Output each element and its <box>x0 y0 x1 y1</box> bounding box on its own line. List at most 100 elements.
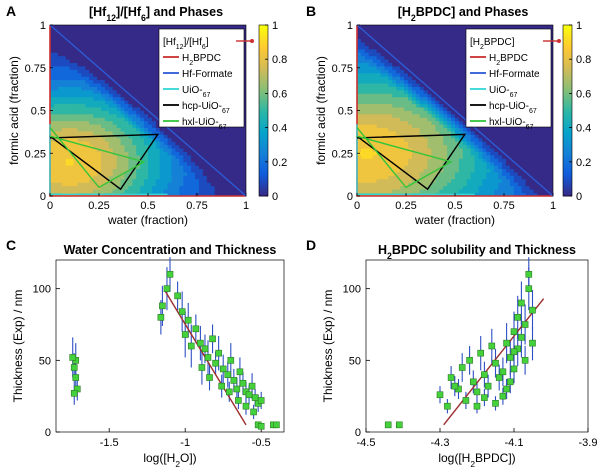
heatmap-cell <box>419 131 425 135</box>
heatmap-cell <box>521 185 526 190</box>
heatmap-cell <box>120 127 125 132</box>
heatmap-cell <box>61 178 67 183</box>
colorbar-cell <box>563 42 572 46</box>
heatmap-cell <box>517 175 523 180</box>
heatmap-cell <box>407 110 413 115</box>
heatmap-cell <box>73 158 78 163</box>
heatmap-cell <box>368 172 374 176</box>
heatmap-cell <box>451 127 456 132</box>
heatmap-cell <box>104 100 110 105</box>
heatmap-cell <box>104 175 110 180</box>
heatmap-cell <box>81 100 86 105</box>
heatmap-cell <box>81 66 86 70</box>
heatmap-cell <box>431 93 436 98</box>
heatmap-cell <box>470 182 475 187</box>
heatmap-cell <box>50 96 55 101</box>
heatmap-cell <box>388 103 393 108</box>
heatmap-cell <box>206 178 212 183</box>
heatmap-cell <box>57 189 63 193</box>
heatmap-cell <box>155 175 161 180</box>
data-point <box>525 271 533 278</box>
heatmap-cell <box>360 113 366 118</box>
heatmap-cell <box>53 72 59 77</box>
heatmap-cell <box>360 141 366 146</box>
heatmap-cell <box>443 168 448 173</box>
heatmap-cell <box>357 35 362 40</box>
heatmap-cell <box>384 182 389 187</box>
heatmap-cell <box>148 131 153 135</box>
heatmap-cell <box>108 185 114 190</box>
data-point <box>218 382 225 390</box>
heatmap-cell <box>136 189 141 193</box>
heatmap-cell <box>360 134 366 139</box>
heatmap-cell <box>159 131 165 135</box>
heatmap-cell <box>404 72 409 77</box>
heatmap-cell <box>155 172 161 176</box>
heatmap-cell <box>57 96 63 101</box>
heatmap-cell <box>69 189 74 193</box>
heatmap-cell <box>396 89 401 94</box>
heatmap-cell <box>458 182 464 187</box>
heatmap-cell <box>404 158 409 163</box>
data-point <box>469 378 477 386</box>
phase-line-hxl-uio-67 <box>49 127 146 189</box>
heatmap-cell <box>73 165 78 170</box>
heatmap-cell <box>81 182 86 187</box>
heatmap-cell <box>427 178 432 183</box>
heatmap-cell <box>187 192 192 197</box>
heatmap-cell <box>81 83 86 87</box>
heatmap-cell <box>470 161 475 166</box>
heatmap-cell <box>376 137 381 142</box>
heatmap-cell <box>112 172 118 176</box>
heatmap-cell <box>65 72 70 77</box>
chart-title: H2BPDC solubility and Thickness <box>378 243 576 261</box>
heatmap-cell <box>360 124 366 128</box>
heatmap-cell <box>388 96 393 101</box>
heatmap-cell <box>65 42 70 46</box>
heatmap-cell <box>144 141 149 146</box>
heatmap-cell <box>407 172 413 176</box>
heatmap-cell <box>490 175 495 180</box>
colorbar-cell <box>259 82 268 86</box>
heatmap-cell <box>167 175 172 180</box>
heatmap-cell <box>132 154 137 159</box>
heatmap-cell <box>93 76 98 81</box>
heatmap-cell <box>392 89 397 94</box>
heatmap-cell <box>455 178 460 183</box>
colorbar-tick-label: 0.2 <box>272 157 287 169</box>
heatmap-cell <box>372 55 377 60</box>
heatmap-cell <box>120 168 125 173</box>
heatmap-cell <box>451 144 456 149</box>
heatmap-cell <box>431 189 436 193</box>
heatmap-cell <box>376 103 381 108</box>
heatmap-cell <box>411 117 417 122</box>
heatmap-cell <box>100 76 106 81</box>
heatmap-cell <box>116 131 121 135</box>
colorbar-tick-label: 0.4 <box>272 123 287 135</box>
colorbar-tick-label: 1 <box>576 20 582 32</box>
heatmap-cell <box>151 189 157 193</box>
heatmap-cell <box>380 69 385 74</box>
heatmap-cell <box>435 175 440 180</box>
heatmap-cell <box>455 182 460 187</box>
heatmap-cell <box>357 175 362 180</box>
heatmap-cell <box>372 86 377 91</box>
data-point <box>235 397 242 404</box>
heatmap-cell <box>380 165 385 170</box>
heatmap-cell <box>124 93 129 98</box>
heatmap-cell <box>77 124 82 128</box>
heatmap-cell <box>140 141 145 146</box>
heatmap-cell <box>392 185 397 190</box>
heatmap-cell <box>415 117 421 122</box>
legend-entry-label: UiO-67 <box>489 85 517 99</box>
heatmap-cell <box>407 165 413 170</box>
heatmap-cell <box>364 38 370 43</box>
heatmap-cell <box>404 161 409 166</box>
heatmap-cell <box>175 168 180 173</box>
heatmap-cell <box>61 151 67 156</box>
colorbar-cell <box>259 73 268 77</box>
heatmap-cell <box>93 93 98 98</box>
colorbar-cell <box>259 161 268 166</box>
heatmap-cell <box>175 154 180 159</box>
